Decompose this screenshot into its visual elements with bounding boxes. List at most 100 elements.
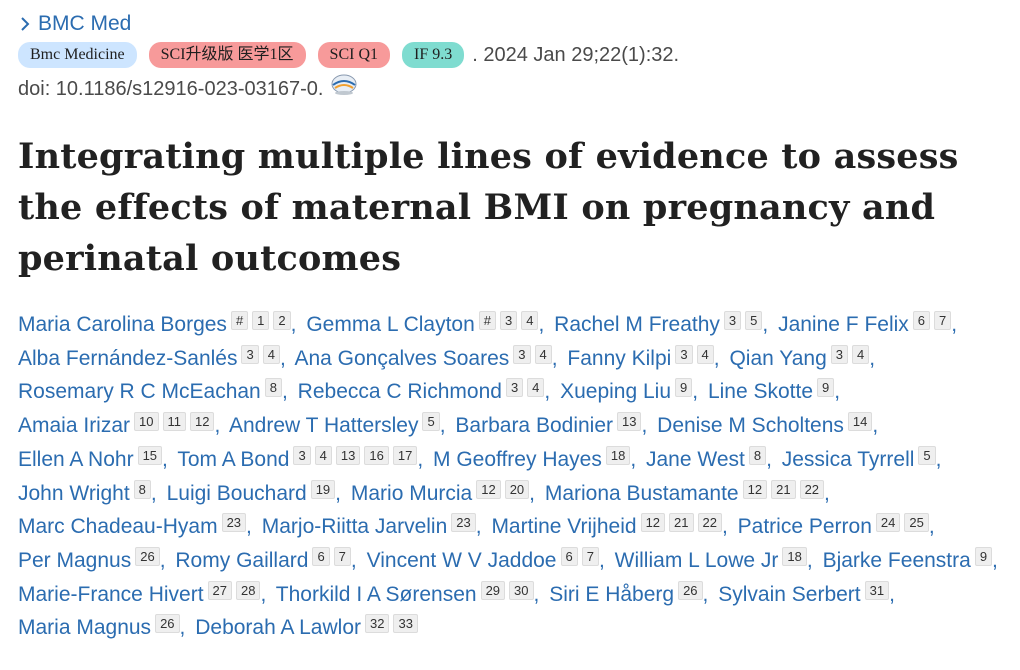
affiliation-ref[interactable]: 12 xyxy=(190,412,215,432)
author-name-link[interactable]: William L Lowe Jr xyxy=(614,548,779,572)
affiliation-ref[interactable]: 26 xyxy=(135,546,160,566)
author-name-link[interactable]: Janine F Felix xyxy=(778,313,909,336)
affiliation-ref[interactable]: 7 xyxy=(581,546,599,566)
journal-link[interactable]: BMC Med xyxy=(18,10,1002,38)
affiliation-ref[interactable]: 8 xyxy=(748,445,767,465)
affiliation-ref[interactable]: 3 xyxy=(513,344,531,364)
affiliation-ref[interactable]: 26 xyxy=(155,614,180,634)
author-name-link[interactable]: Siri E Håberg xyxy=(549,582,675,606)
affiliation-ref[interactable]: 29 xyxy=(480,580,506,600)
affiliation-ref[interactable]: 2 xyxy=(273,311,291,330)
author-name-link[interactable]: Tom A Bond xyxy=(177,447,290,471)
author-name-link[interactable]: Alba Fernández-Sanlés xyxy=(18,346,238,370)
affiliation-ref[interactable]: 9 xyxy=(675,378,693,398)
author-name-link[interactable]: John Wright xyxy=(18,481,130,505)
journal-name[interactable]: BMC Med xyxy=(38,12,132,35)
affiliation-ref[interactable]: 4 xyxy=(534,344,552,364)
affiliation-ref[interactable]: 30 xyxy=(509,580,534,600)
affiliation-ref[interactable]: 24 xyxy=(875,513,901,533)
author-name-link[interactable]: Marc Chadeau-Hyam xyxy=(18,515,218,539)
affiliation-ref[interactable]: 1 xyxy=(252,311,270,330)
affiliation-ref[interactable]: 21 xyxy=(669,513,694,533)
author-name-link[interactable]: Denise M Scholtens xyxy=(657,414,844,438)
author-name-link[interactable]: Mariona Bustamante xyxy=(544,481,739,505)
affiliation-ref[interactable]: 3 xyxy=(723,311,742,330)
author-name-link[interactable]: Marjo-Riitta Jarvelin xyxy=(261,515,448,539)
affiliation-ref[interactable]: 8 xyxy=(133,479,151,499)
affiliation-ref[interactable]: 7 xyxy=(333,546,351,566)
author-name-link[interactable]: Mario Murcia xyxy=(350,481,473,505)
author-name-link[interactable]: M Geoffrey Hayes xyxy=(433,447,602,471)
author-name-link[interactable]: Martine Vrijheid xyxy=(491,515,637,539)
affiliation-ref[interactable]: 5 xyxy=(745,311,763,330)
affiliation-ref[interactable]: 3 xyxy=(830,344,849,364)
author-name-link[interactable]: Xueping Liu xyxy=(560,380,672,404)
author-name-link[interactable]: Ana Gonçalves Soares xyxy=(294,346,510,370)
affiliation-ref[interactable]: 4 xyxy=(696,344,714,364)
affiliation-ref[interactable]: 11 xyxy=(162,412,186,432)
author-name-link[interactable]: Maria Magnus xyxy=(18,616,152,640)
affiliation-ref[interactable]: 3 xyxy=(675,344,693,364)
affiliation-ref[interactable]: 20 xyxy=(504,479,530,499)
author-name-link[interactable]: Maria Carolina Borges xyxy=(18,313,227,336)
author-name-link[interactable]: Romy Gaillard xyxy=(175,548,309,572)
affiliation-ref[interactable]: 9 xyxy=(974,546,993,566)
author-name-link[interactable]: Patrice Perron xyxy=(737,515,872,539)
affiliation-ref[interactable]: 13 xyxy=(335,445,361,465)
affiliation-ref[interactable]: 4 xyxy=(262,344,280,364)
equal-contribution-marker[interactable]: # xyxy=(230,311,249,330)
affiliation-ref[interactable]: 16 xyxy=(364,445,389,465)
author-name-link[interactable]: Rosemary R C McEachan xyxy=(18,380,261,404)
author-name-link[interactable]: Thorkild I A Sørensen xyxy=(275,582,477,606)
affiliation-ref[interactable]: 3 xyxy=(505,378,524,398)
affiliation-ref[interactable]: 31 xyxy=(864,580,890,600)
affiliation-ref[interactable]: 26 xyxy=(678,580,703,600)
affiliation-ref[interactable]: 33 xyxy=(393,614,418,634)
author-name-link[interactable]: Rebecca C Richmond xyxy=(297,380,502,404)
affiliation-ref[interactable]: 15 xyxy=(137,445,163,465)
full-text-link-icon[interactable] xyxy=(329,73,359,97)
affiliation-ref[interactable]: 5 xyxy=(422,412,440,432)
author-name-link[interactable]: Barbara Bodinier xyxy=(455,414,613,438)
affiliation-ref[interactable]: 4 xyxy=(852,344,870,364)
author-name-link[interactable]: Andrew T Hattersley xyxy=(229,414,419,438)
author-name-link[interactable]: Per Magnus xyxy=(18,548,132,572)
affiliation-ref[interactable]: 22 xyxy=(697,513,722,533)
affiliation-ref[interactable]: 17 xyxy=(392,445,418,465)
author-name-link[interactable]: Fanny Kilpi xyxy=(567,346,672,370)
author-name-link[interactable]: Qian Yang xyxy=(729,346,827,370)
affiliation-ref[interactable]: 3 xyxy=(293,445,311,465)
affiliation-ref[interactable]: 14 xyxy=(847,412,873,432)
affiliation-ref[interactable]: 22 xyxy=(799,479,825,499)
affiliation-ref[interactable]: 23 xyxy=(221,513,247,533)
affiliation-ref[interactable]: 9 xyxy=(817,378,835,398)
affiliation-ref[interactable]: 27 xyxy=(207,580,233,600)
affiliation-ref[interactable]: 19 xyxy=(310,479,336,499)
affiliation-ref[interactable]: 4 xyxy=(314,445,332,465)
affiliation-ref[interactable]: 7 xyxy=(934,311,952,330)
author-name-link[interactable]: Amaia Irizar xyxy=(18,414,131,438)
author-name-link[interactable]: Jane West xyxy=(646,447,745,471)
affiliation-ref[interactable]: 3 xyxy=(500,311,518,330)
affiliation-ref[interactable]: 25 xyxy=(904,513,929,533)
affiliation-ref[interactable]: 12 xyxy=(476,479,501,499)
affiliation-ref[interactable]: 6 xyxy=(560,546,578,566)
author-name-link[interactable]: Luigi Bouchard xyxy=(166,481,307,505)
author-name-link[interactable]: Marie-France Hivert xyxy=(18,582,204,606)
affiliation-ref[interactable]: 28 xyxy=(236,580,261,600)
author-name-link[interactable]: Sylvain Serbert xyxy=(718,582,861,606)
author-name-link[interactable]: Jessica Tyrrell xyxy=(781,447,915,471)
affiliation-ref[interactable]: 10 xyxy=(134,412,159,432)
author-name-link[interactable]: Gemma L Clayton xyxy=(306,313,475,336)
author-name-link[interactable]: Rachel M Freathy xyxy=(554,313,720,336)
author-name-link[interactable]: Deborah A Lawlor xyxy=(195,616,361,640)
author-name-link[interactable]: Bjarke Feenstra xyxy=(822,548,971,572)
affiliation-ref[interactable]: 6 xyxy=(312,546,330,566)
author-name-link[interactable]: Vincent W V Jaddoe xyxy=(366,548,557,572)
author-name-link[interactable]: Line Skotte xyxy=(707,380,814,404)
affiliation-ref[interactable]: 8 xyxy=(264,378,282,398)
affiliation-ref[interactable]: 4 xyxy=(521,311,539,330)
affiliation-ref[interactable]: 5 xyxy=(918,445,936,465)
affiliation-ref[interactable]: 21 xyxy=(771,479,796,499)
affiliation-ref[interactable]: 12 xyxy=(640,513,666,533)
